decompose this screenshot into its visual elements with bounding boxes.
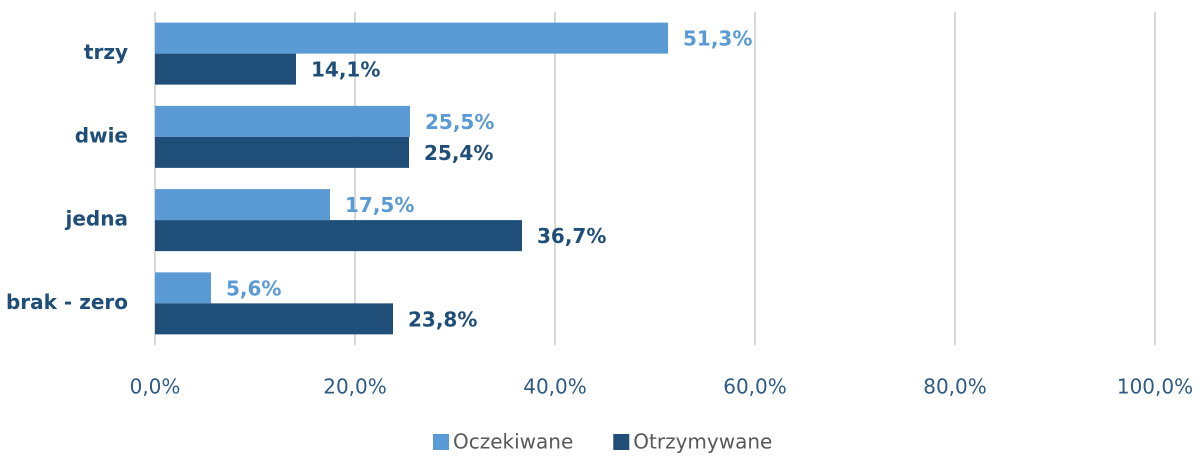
y-tick-label: trzy [84,40,128,64]
bar [155,303,393,335]
legend-swatch [433,434,449,450]
x-tick-label: 20,0% [323,375,387,399]
x-tick-label: 60,0% [723,375,787,399]
y-tick-label: jedna [65,207,128,231]
bar [155,105,410,137]
data-label: 36,7% [537,224,606,248]
legend-label: Otrzymywane [633,430,772,454]
y-tick-label: brak - zero [6,290,128,314]
data-label: 51,3% [683,27,752,51]
legend-label: Oczekiwane [453,430,573,454]
x-tick-label: 100,0% [1117,375,1193,399]
data-label: 25,5% [425,110,494,134]
x-tick-label: 0,0% [130,375,181,399]
bar [155,220,522,252]
bar [155,22,668,54]
data-label: 5,6% [226,276,281,300]
data-label: 14,1% [311,58,380,82]
legend-swatch [613,434,630,450]
bar [155,136,409,168]
data-label: 23,8% [408,307,477,331]
bar [155,53,296,85]
bar [155,189,330,221]
data-label: 25,4% [424,141,493,165]
x-tick-label: 80,0% [923,375,987,399]
data-label: 17,5% [345,193,414,217]
bar [155,272,211,304]
y-tick-label: dwie [75,123,128,147]
x-tick-label: 40,0% [523,375,587,399]
